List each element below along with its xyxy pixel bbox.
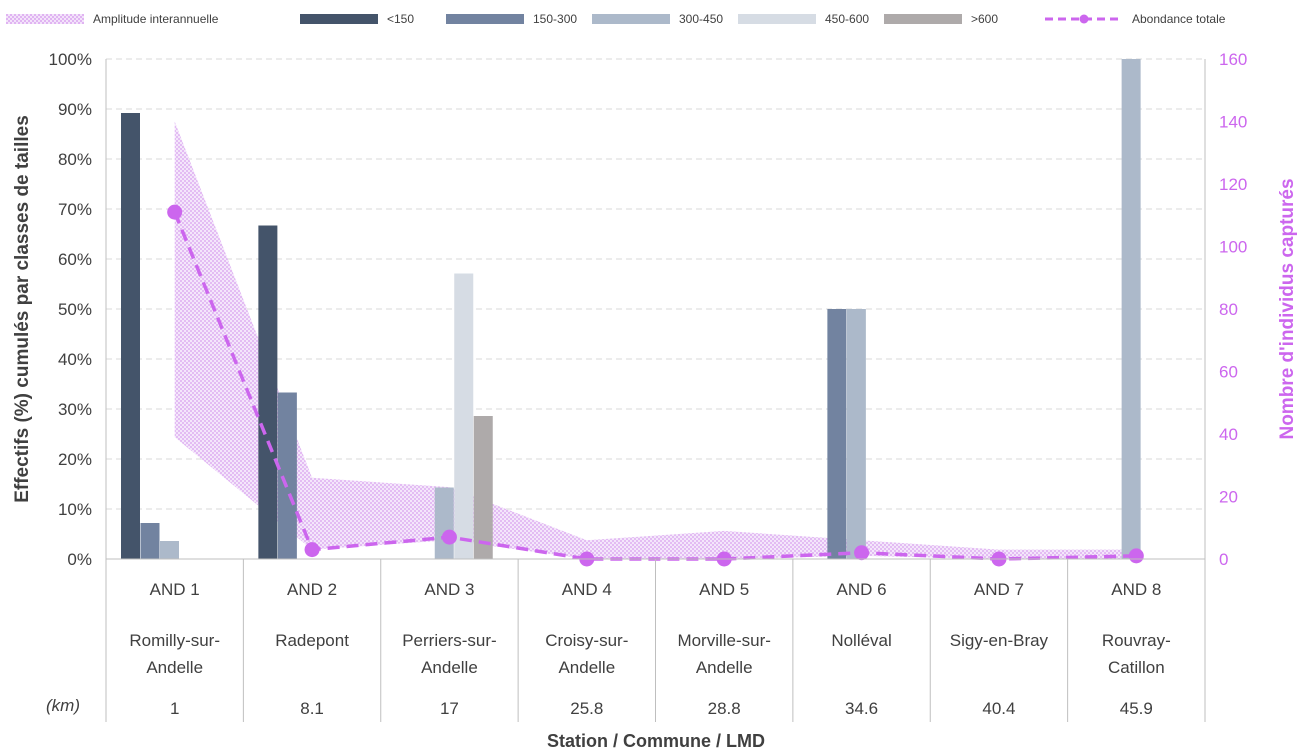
legend-label: Amplitude interannuelle [93, 12, 219, 26]
legend-swatch [300, 14, 378, 24]
legend-label: <150 [387, 12, 414, 26]
y2-tick-label: 120 [1219, 175, 1247, 194]
km-label: 34.6 [845, 699, 878, 718]
y2-tick-label: 20 [1219, 488, 1238, 507]
bars [121, 59, 1141, 559]
abundance-point [1128, 548, 1144, 564]
commune-label: Morville-sur- [677, 631, 771, 650]
abundance-point [167, 204, 183, 220]
y2-tick-label: 0 [1219, 550, 1228, 569]
y2-tick-label: 160 [1219, 50, 1247, 69]
commune-label: Radepont [275, 631, 349, 650]
y-tick-label: 70% [58, 200, 92, 219]
bar-and3-2 [434, 487, 454, 559]
y2-tick-label: 140 [1219, 113, 1247, 132]
x-axis-title: Station / Commune / LMD [547, 731, 765, 751]
abundance-point [441, 529, 457, 545]
category-label: AND 4 [562, 580, 612, 599]
commune-label: Andelle [146, 658, 203, 677]
commune-label: Rouvray- [1102, 631, 1171, 650]
legend-swatch-band [6, 14, 84, 24]
commune-label: Sigy-en-Bray [950, 631, 1049, 650]
commune-label: Croisy-sur- [545, 631, 628, 650]
km-label: 8.1 [300, 699, 324, 718]
legend-swatch [592, 14, 670, 24]
commune-label: Andelle [421, 658, 478, 677]
commune-label: Andelle [696, 658, 753, 677]
legend-label: Abondance totale [1132, 12, 1226, 26]
km-label: 17 [440, 699, 459, 718]
bar-and2-1 [277, 392, 297, 559]
bar-and3-3 [454, 273, 474, 559]
y-tick-label: 50% [58, 300, 92, 319]
y-tick-label: 100% [49, 50, 92, 69]
km-label: 40.4 [982, 699, 1015, 718]
legend-swatch [884, 14, 962, 24]
category-label: AND 6 [837, 580, 887, 599]
abundance-point [854, 545, 870, 561]
legend: Amplitude interannuelle <150 150-300 300-45… [6, 12, 1226, 26]
category-label: AND 1 [150, 580, 200, 599]
y-tick-label: 10% [58, 500, 92, 519]
y-tick-label: 20% [58, 450, 92, 469]
y2-axis-title: Nombre d'individus capturés [1277, 178, 1298, 439]
y-tick-label: 80% [58, 150, 92, 169]
legend-swatch [738, 14, 816, 24]
km-label: 45.9 [1120, 699, 1153, 718]
y-tick-label: 60% [58, 250, 92, 269]
legend-label: 300-450 [679, 12, 723, 26]
commune-label: Andelle [558, 658, 615, 677]
y-tick-label: 30% [58, 400, 92, 419]
km-label: 25.8 [570, 699, 603, 718]
commune-label: Perriers-sur- [402, 631, 496, 650]
km-unit-label: (km) [46, 696, 80, 715]
legend-label: >600 [971, 12, 998, 26]
y-tick-label: 40% [58, 350, 92, 369]
y2-tick-label: 100 [1219, 238, 1247, 257]
bar-and1-0 [121, 113, 140, 559]
km-label: 28.8 [708, 699, 741, 718]
category-label: AND 2 [287, 580, 337, 599]
bar-and6-2 [846, 309, 866, 559]
y-tick-label: 90% [58, 100, 92, 119]
y2-tick-label: 80 [1219, 300, 1238, 319]
category-label: AND 7 [974, 580, 1024, 599]
y2-tick-label: 40 [1219, 425, 1238, 444]
bar-and1-2 [160, 541, 179, 559]
legend-swatch-point [1079, 14, 1089, 24]
km-label: 1 [170, 699, 179, 718]
interannual-band [174, 121, 1137, 559]
abundance-point [304, 542, 320, 558]
legend-label: 150-300 [533, 12, 577, 26]
y2-tick-label: 60 [1219, 363, 1238, 382]
category-label: AND 3 [424, 580, 474, 599]
y-axis-title: Effectifs (%) cumulés par classes de tai… [12, 115, 33, 503]
y-tick-label: 0% [67, 550, 92, 569]
bar-and6-1 [827, 309, 847, 559]
bar-and3-4 [473, 416, 493, 559]
amplitude-band [174, 121, 1137, 559]
legend-label: 450-600 [825, 12, 869, 26]
category-label: AND 5 [699, 580, 749, 599]
bar-and1-1 [140, 523, 160, 559]
bar-and2-0 [258, 225, 278, 559]
bar-and8-2 [1121, 59, 1141, 559]
category-table: AND 1 Romilly-sur- Andelle 1 AND 2 Radepont 8.… [46, 559, 1206, 722]
commune-label: Catillon [1108, 658, 1165, 677]
category-label: AND 8 [1111, 580, 1161, 599]
axes: 0% 10% 20% 30% 40% 50% 60% 70% 80% 90% 100% 0 20 40 60… [49, 50, 1248, 569]
legend-swatch [446, 14, 524, 24]
commune-label: Nolléval [831, 631, 891, 650]
commune-label: Romilly-sur- [129, 631, 220, 650]
